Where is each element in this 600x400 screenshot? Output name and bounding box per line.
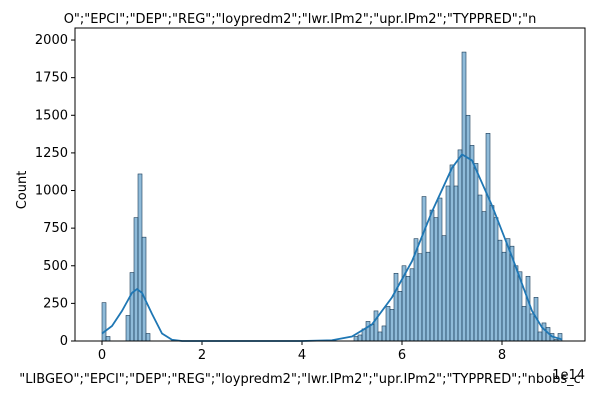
bar (405, 275, 411, 342)
bar (125, 315, 131, 342)
bar (105, 336, 111, 342)
bar (133, 217, 139, 342)
bar (389, 309, 395, 342)
y-tick-label: 0 (60, 334, 68, 349)
bar (513, 265, 519, 342)
bar (353, 336, 359, 342)
bar (465, 114, 471, 342)
bar (445, 185, 451, 342)
x-axis-label: "LIBGEO";"EPCI";"DEP";"REG";"loypredm2";… (19, 372, 581, 387)
bar (473, 163, 479, 342)
bar (541, 322, 547, 342)
y-tick-label: 2000 (35, 33, 68, 48)
bar (365, 321, 371, 342)
y-tick-label: 1000 (35, 184, 68, 199)
bar (425, 251, 431, 342)
bar (469, 145, 475, 342)
kde-line (101, 153, 563, 342)
bar (393, 272, 399, 342)
bar (525, 275, 531, 342)
chart-title: O";"EPCI";"DEP";"REG";"loypredm2";"lwr.I… (64, 12, 537, 27)
y-tick-label: 1750 (35, 71, 68, 86)
bar (429, 209, 435, 342)
bar (529, 313, 535, 342)
bar (381, 325, 387, 342)
y-tick-label: 1250 (35, 146, 68, 161)
bar (369, 324, 375, 342)
y-tick-label: 500 (43, 259, 68, 274)
bar (477, 194, 483, 342)
y-tick-label: 750 (43, 221, 68, 236)
bar (373, 310, 379, 342)
bar (493, 217, 499, 342)
bar (101, 302, 107, 342)
bar (457, 149, 463, 342)
y-axis-label: Count (15, 171, 30, 210)
bar (453, 185, 459, 342)
bar (433, 217, 439, 342)
bar (461, 51, 467, 342)
bar (137, 173, 143, 342)
bar (501, 251, 507, 342)
x-tick-label: 2 (198, 348, 206, 363)
bar (441, 235, 447, 342)
bar (481, 211, 487, 342)
bar (497, 239, 503, 342)
bar (385, 306, 391, 342)
bar (397, 291, 403, 342)
bar (537, 331, 543, 342)
bar (145, 333, 151, 342)
bar (357, 334, 363, 342)
x-tick-label: 6 (398, 348, 406, 363)
bar (377, 331, 383, 342)
x-tick-label: 0 (98, 348, 106, 363)
x-tick-label: 4 (298, 348, 306, 363)
x-offset-text: 1e14 (552, 368, 585, 383)
bar (449, 164, 455, 342)
y-tick-label: 250 (43, 296, 68, 311)
bar (409, 268, 415, 342)
bar (521, 306, 527, 342)
bar (489, 205, 495, 342)
bar (421, 196, 427, 342)
bar (505, 238, 511, 342)
y-tick-label: 1500 (35, 108, 68, 123)
bar (437, 197, 443, 342)
bar (141, 236, 147, 342)
bar (129, 272, 135, 342)
plot-frame (74, 27, 586, 342)
bar (417, 253, 423, 342)
bar (485, 133, 491, 342)
x-tick-label: 8 (498, 348, 506, 363)
